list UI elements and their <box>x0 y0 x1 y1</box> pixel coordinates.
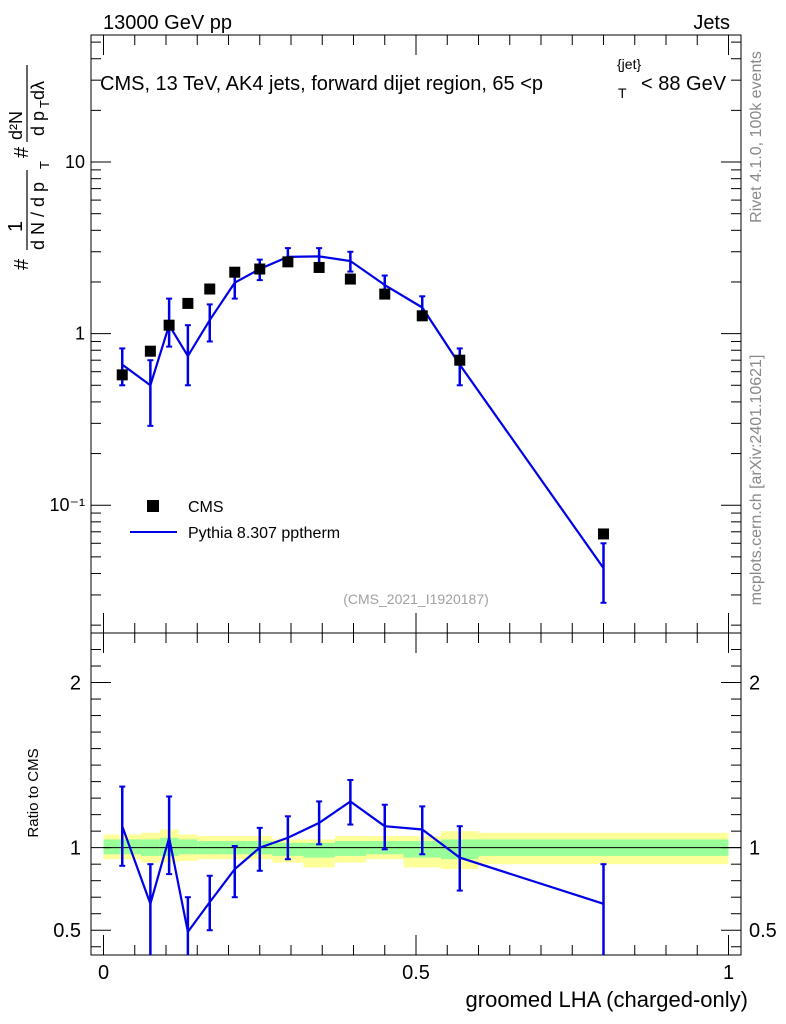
cms-data-point <box>182 297 194 309</box>
ratio-pythia-line <box>121 800 604 935</box>
main-y-tick-label-0p1: 10⁻¹ <box>49 495 85 515</box>
cms-data-point <box>416 310 428 322</box>
main-plot-title: CMS, 13 TeV, AK4 jets, forward dijet reg… <box>100 56 727 101</box>
x-tick-labels: 0 0.5 1 <box>98 962 734 984</box>
cms-data-point <box>282 256 294 268</box>
title-post: < 88 GeV <box>641 73 727 95</box>
title-pre: CMS, 13 TeV, AK4 jets, forward dijet reg… <box>100 73 543 95</box>
ylabel-den-sub: T <box>37 161 52 169</box>
x-tick-label-1: 1 <box>723 962 734 984</box>
ratio-y-tick-label-0p5-right: 0.5 <box>749 920 777 942</box>
pythia-line <box>121 255 605 569</box>
ratio-y-tick-label-1-right: 1 <box>749 838 760 860</box>
cms-data-point <box>454 354 466 366</box>
ylabel-den-2: d p <box>28 111 48 136</box>
ylabel-hash: # <box>11 258 33 270</box>
title-sub: T <box>618 85 627 101</box>
x-tick-label-0p5: 0.5 <box>402 962 430 984</box>
x-tick-label-0: 0 <box>98 962 109 984</box>
ylabel-num: 1 <box>5 221 27 232</box>
ylabel-den2-post: dλ <box>28 81 48 100</box>
header-right: Jets <box>693 12 730 34</box>
rivet-version-label: Rivet 4.1.0, 100k events <box>748 51 765 223</box>
main-y-tick-labels: 10⁻¹ 1 10 <box>49 152 85 515</box>
main-y-axis-label: # 1 d N / d p T # d²N d p T dλ <box>5 65 52 270</box>
main-y-tick-label-1: 1 <box>75 324 85 344</box>
ratio-uncertainty-bands <box>103 829 729 870</box>
cms-data-point <box>344 273 356 285</box>
ratio-y-tick-label-2-right: 2 <box>749 673 760 695</box>
ratio-y-tick-label-0p5-left: 0.5 <box>53 920 81 942</box>
analysis-watermark: (CMS_2021_I1920187) <box>343 591 489 607</box>
cms-data-point <box>254 263 266 275</box>
ratio-green-band <box>334 841 366 856</box>
header-left: 13000 GeV pp <box>103 12 232 34</box>
ratio-y-tick-label-2-left: 2 <box>70 673 81 695</box>
ylabel-hash-2: # <box>11 146 33 158</box>
ratio-y-axis-label: Ratio to CMS <box>25 748 42 837</box>
ylabel-den: d N / d p <box>28 182 48 250</box>
main-y-tick-label-10: 10 <box>65 152 85 172</box>
ylabel-den2-sub: T <box>37 100 52 108</box>
ratio-green-band <box>178 839 198 855</box>
main-axis-ticks <box>91 35 741 633</box>
cms-series <box>116 256 609 540</box>
ratio-pythia-series <box>119 778 607 955</box>
cms-data-point <box>598 528 609 540</box>
ratio-y-tick-label-1-left: 1 <box>70 838 81 860</box>
ylabel-num-2: d²N <box>6 111 26 140</box>
legend-cms-label: CMS <box>188 499 224 516</box>
legend: CMS Pythia 8.307 pptherm <box>130 499 340 542</box>
cms-data-point <box>229 266 241 278</box>
x-axis-label: groomed LHA (charged-only) <box>466 987 748 1012</box>
source-label: mcplots.cern.ch [arXiv:2401.10621] <box>748 355 765 606</box>
cms-data-point <box>163 319 175 331</box>
cms-data-point <box>144 345 156 357</box>
cms-data-point <box>116 369 128 381</box>
cms-data-point <box>204 283 216 295</box>
cms-data-point <box>313 261 325 273</box>
ratio-green-band <box>303 842 335 858</box>
legend-pythia-label: Pythia 8.307 pptherm <box>188 525 340 542</box>
legend-cms-marker <box>147 500 159 512</box>
ratio-y-tick-labels: 0.5 1 2 0.5 1 2 <box>53 673 777 943</box>
title-sup: {jet} <box>617 56 641 72</box>
ratio-axis-ticks <box>91 633 741 955</box>
cms-data-point <box>379 288 391 300</box>
